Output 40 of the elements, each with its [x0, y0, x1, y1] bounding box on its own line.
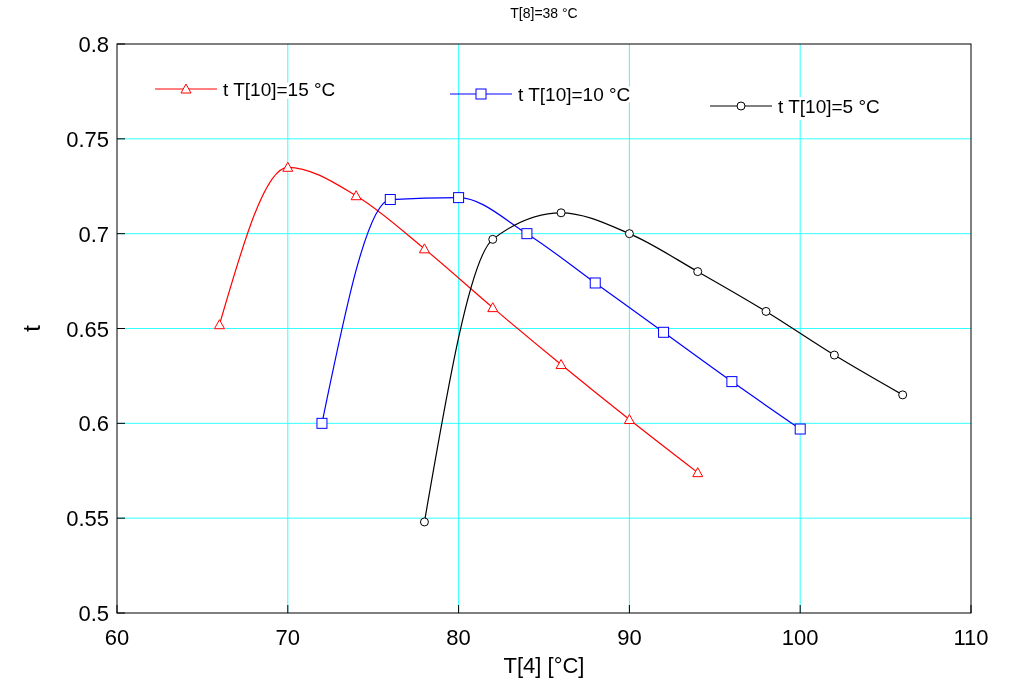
point: [521, 228, 533, 240]
point: [213, 319, 225, 330]
point: [726, 376, 738, 388]
point: [556, 208, 566, 218]
y-axis-title: t: [18, 324, 45, 332]
point: [418, 243, 430, 254]
x-tick-label: 60: [104, 625, 130, 650]
y-tick-label: 0.7: [78, 221, 109, 247]
x-tick-label: 80: [446, 625, 471, 650]
x-tick-label: 110: [953, 625, 989, 650]
y-tick-label: 0.6: [78, 411, 109, 437]
point: [384, 194, 396, 206]
point: [487, 302, 499, 313]
chart-title: T[8]=38 °C: [510, 5, 578, 21]
point: [624, 229, 634, 239]
point: [555, 359, 567, 370]
point: [419, 517, 429, 527]
x-tick-label: 100: [781, 625, 819, 650]
y-tick-label: 0.8: [78, 32, 109, 57]
point: [829, 350, 839, 360]
point: [589, 277, 601, 289]
point: [488, 234, 498, 244]
point: [898, 390, 908, 400]
y-tick-label: 0.55: [66, 506, 109, 532]
point: [692, 467, 704, 478]
y-tick-label: 0.65: [66, 316, 109, 342]
point: [453, 192, 465, 204]
point: [658, 326, 670, 338]
point: [350, 190, 362, 201]
point: [282, 161, 294, 172]
x-tick-label: 70: [275, 625, 301, 650]
y-tick-label: 0.5: [78, 601, 109, 626]
x-axis-title: T[4] [°C]: [503, 653, 585, 678]
y-tick-label: 0.75: [66, 126, 109, 152]
point: [794, 423, 806, 435]
point: [316, 417, 328, 429]
point: [693, 267, 703, 277]
x-tick-label: 90: [617, 625, 642, 650]
point: [623, 414, 635, 425]
point: [761, 306, 771, 316]
